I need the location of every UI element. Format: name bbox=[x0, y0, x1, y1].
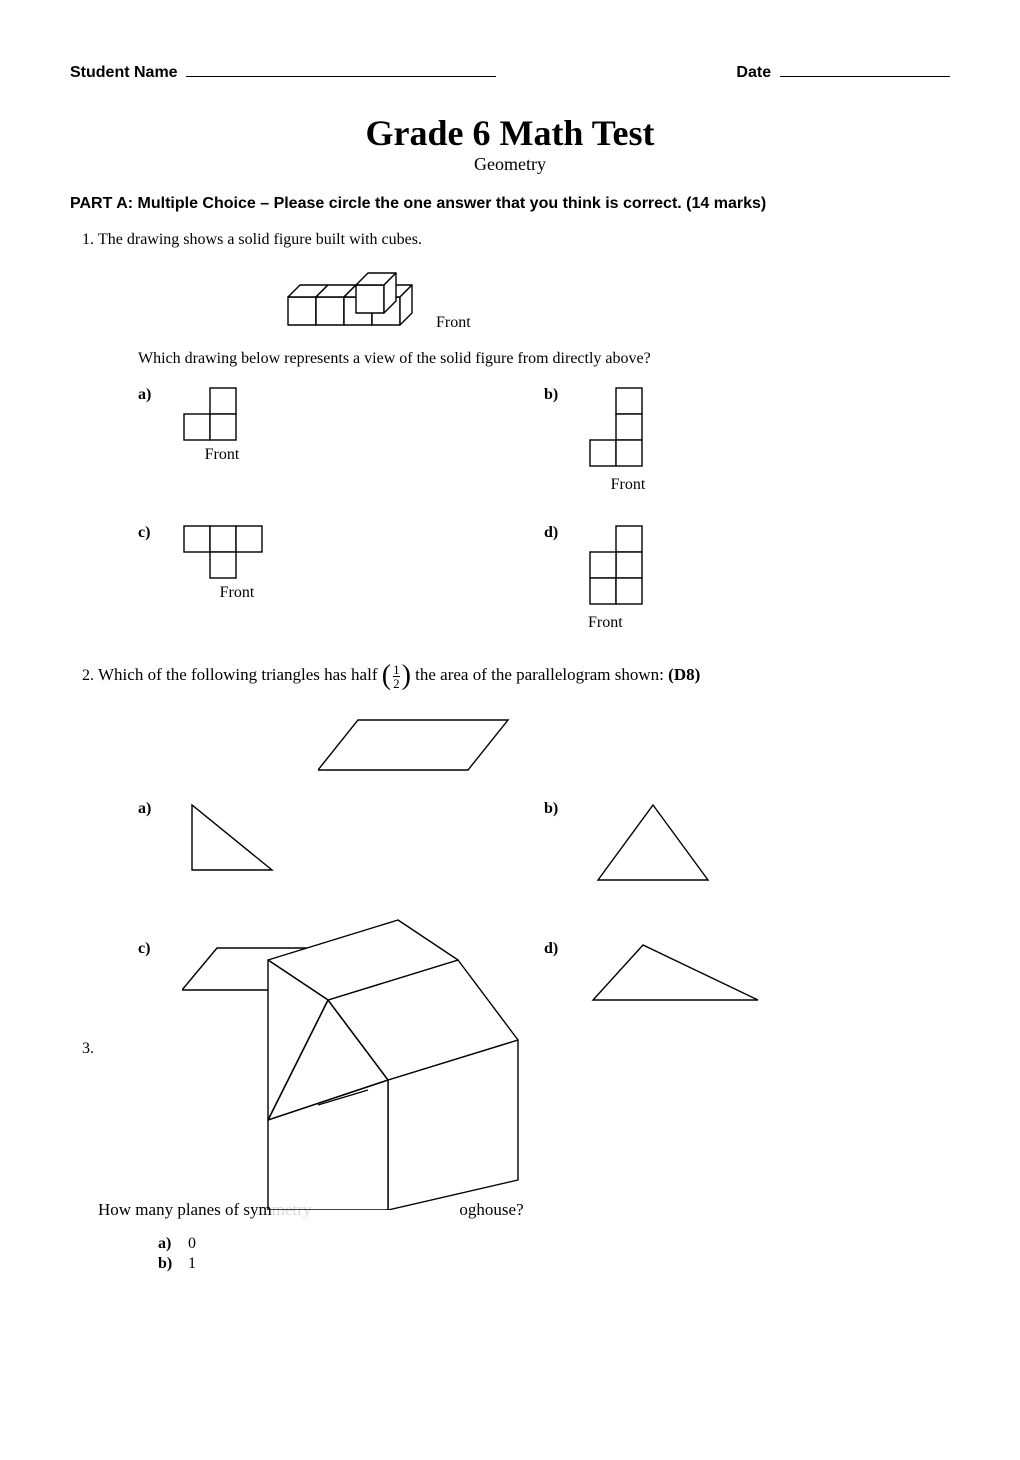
q3-b-value: 1 bbox=[188, 1255, 196, 1272]
q1-choice-b[interactable]: b) Front bbox=[544, 386, 950, 494]
q3-text-before: How many planes of sym bbox=[98, 1200, 272, 1219]
q2-text-after: the area of the parallelogram shown: bbox=[411, 665, 668, 684]
q1-d-front: Front bbox=[588, 614, 668, 632]
q1-front-label: Front bbox=[436, 314, 471, 332]
q1-text: The drawing shows a solid figure built w… bbox=[98, 231, 422, 248]
q2-b-label: b) bbox=[544, 800, 568, 818]
q2-text-before: Which of the following triangles has hal… bbox=[98, 665, 382, 684]
date-blank[interactable] bbox=[780, 60, 950, 77]
q3-b-label: b) bbox=[158, 1255, 184, 1273]
q2-a-label: a) bbox=[138, 800, 162, 818]
q2-text: Which of the following triangles has hal… bbox=[98, 665, 700, 684]
q1-a-front: Front bbox=[182, 446, 262, 464]
q1-choice-a[interactable]: a) Front bbox=[138, 386, 544, 494]
q1-b-label: b) bbox=[544, 386, 568, 404]
student-name-field: Student Name bbox=[70, 60, 496, 82]
q2-b-svg bbox=[588, 800, 728, 890]
page-title: Grade 6 Math Test bbox=[70, 112, 950, 154]
q2-choice-b[interactable]: b) bbox=[544, 800, 950, 890]
q1-c-label: c) bbox=[138, 524, 162, 542]
q2-tag: (D8) bbox=[668, 665, 700, 684]
q2-choice-a[interactable]: a) bbox=[138, 800, 544, 890]
question-list: The drawing shows a solid figure built w… bbox=[70, 231, 950, 1370]
question-3: How many planes of symmetry oghouse? a) … bbox=[98, 1040, 950, 1370]
student-name-blank[interactable] bbox=[186, 60, 496, 77]
q2-parallelogram bbox=[318, 710, 950, 780]
q3-wrap: How many planes of symmetry oghouse? a) … bbox=[98, 1040, 950, 1370]
question-1: The drawing shows a solid figure built w… bbox=[98, 231, 950, 632]
q2-a-svg bbox=[182, 800, 302, 880]
subtitle: Geometry bbox=[70, 154, 950, 175]
q2-choice-d[interactable]: d) bbox=[544, 940, 950, 1010]
q1-choices: a) Front b) bbox=[138, 386, 950, 632]
q3-a-value: 0 bbox=[188, 1235, 196, 1252]
date-field: Date bbox=[736, 60, 950, 82]
q1-choice-c[interactable]: c) Front bbox=[138, 524, 544, 632]
q1-c-figure: Front bbox=[182, 524, 292, 602]
q1-figure: Front bbox=[278, 267, 950, 332]
q1-cubes-svg bbox=[278, 267, 428, 332]
q1-a-figure: Front bbox=[182, 386, 262, 464]
q2-d-svg bbox=[588, 940, 768, 1010]
q2-c-label: c) bbox=[138, 940, 162, 958]
doghouse-svg bbox=[238, 880, 558, 1210]
q3-a-label: a) bbox=[158, 1235, 184, 1253]
q1-choice-d[interactable]: d) Front bbox=[544, 524, 950, 632]
q3-text-row: How many planes of symmetry oghouse? bbox=[98, 1200, 524, 1220]
q3-options: a) 0 b) 1 bbox=[98, 1233, 196, 1275]
q1-d-label: d) bbox=[544, 524, 568, 542]
q3-text-cut2: oghouse? bbox=[459, 1200, 523, 1219]
q3-option-a[interactable]: a) 0 bbox=[158, 1235, 196, 1253]
q1-b-figure: Front bbox=[588, 386, 668, 494]
q2-frac-den: 2 bbox=[393, 676, 400, 690]
q2-frac-num: 1 bbox=[393, 663, 400, 676]
q3-option-b[interactable]: b) 1 bbox=[158, 1255, 196, 1273]
q1-d-figure: Front bbox=[588, 524, 668, 632]
q3-text-cut1: metry bbox=[272, 1200, 312, 1219]
q2-fraction: (12) bbox=[382, 662, 411, 690]
q1-a-label: a) bbox=[138, 386, 162, 404]
q1-c-front: Front bbox=[182, 584, 292, 602]
student-name-label: Student Name bbox=[70, 64, 178, 81]
part-a-header: PART A: Multiple Choice – Please circle … bbox=[70, 195, 950, 213]
date-label: Date bbox=[736, 64, 771, 81]
header-row: Student Name Date bbox=[70, 60, 950, 82]
q1-subtext: Which drawing below represents a view of… bbox=[138, 350, 950, 368]
q1-b-front: Front bbox=[588, 476, 668, 494]
